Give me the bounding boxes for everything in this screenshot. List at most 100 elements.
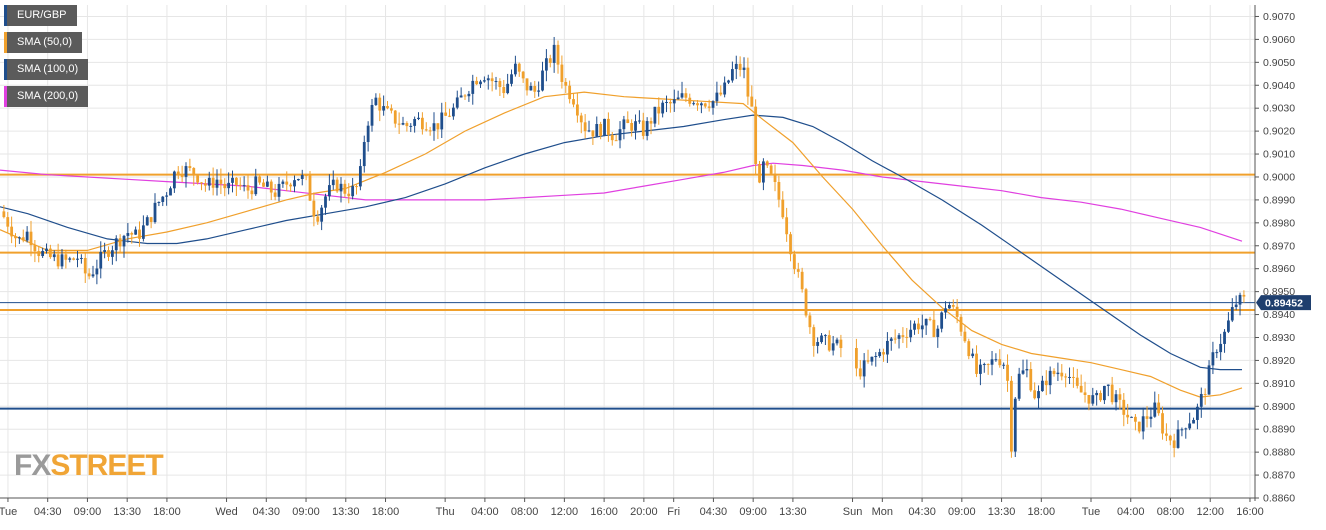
y-tick-label: 0.9040 bbox=[1263, 80, 1295, 92]
candle-body bbox=[482, 80, 486, 82]
candle-body bbox=[1168, 435, 1172, 441]
candle-body bbox=[1126, 414, 1130, 418]
candle-body bbox=[386, 106, 389, 109]
y-tick-label: 0.9000 bbox=[1263, 171, 1295, 183]
candle-body bbox=[661, 102, 665, 114]
candle-body bbox=[471, 80, 475, 94]
price-tag-background bbox=[1256, 295, 1311, 311]
candle-body bbox=[599, 124, 603, 136]
candle-body bbox=[866, 360, 870, 362]
candle-body bbox=[1041, 380, 1044, 392]
candle-body bbox=[909, 329, 913, 338]
candle-body bbox=[967, 341, 971, 357]
candle-body bbox=[707, 106, 711, 108]
candle-body bbox=[265, 181, 269, 187]
candle-body bbox=[765, 161, 769, 166]
candle-body bbox=[424, 129, 428, 131]
candle-body bbox=[824, 335, 827, 337]
candle-body bbox=[192, 168, 196, 176]
candle-body bbox=[203, 183, 207, 186]
candle-body bbox=[2, 211, 6, 218]
candle-body bbox=[1153, 402, 1157, 417]
x-tick-label: 18:00 bbox=[1028, 506, 1056, 518]
candle-body bbox=[796, 269, 800, 272]
candle-body bbox=[52, 254, 56, 258]
legend-label-sma50: SMA (50,0) bbox=[17, 36, 73, 48]
candle-body bbox=[572, 99, 575, 105]
candle-body bbox=[250, 190, 254, 195]
candle-body bbox=[1199, 393, 1203, 407]
candle-body bbox=[79, 257, 83, 259]
candle-body bbox=[1025, 369, 1029, 371]
candle-body bbox=[289, 184, 293, 187]
candle-body bbox=[1172, 440, 1176, 448]
candle-body bbox=[1033, 390, 1037, 399]
candle-body bbox=[886, 340, 889, 355]
candle-body bbox=[498, 81, 502, 88]
candle-body bbox=[920, 325, 924, 330]
candle-body bbox=[1180, 429, 1184, 431]
candle-body bbox=[242, 185, 246, 187]
candle-body bbox=[603, 118, 606, 136]
candle-body bbox=[932, 319, 936, 337]
y-tick-label: 0.8970 bbox=[1263, 240, 1295, 252]
candle-body bbox=[200, 182, 203, 184]
candle-body bbox=[401, 123, 405, 125]
candle-body bbox=[83, 257, 87, 274]
candle-body bbox=[107, 250, 110, 257]
x-tick-label: 04:30 bbox=[700, 506, 728, 518]
candle-body bbox=[781, 199, 785, 218]
candle-body bbox=[773, 173, 777, 182]
y-tick-label: 0.8960 bbox=[1263, 263, 1295, 275]
candle-body bbox=[25, 231, 29, 241]
candle-body bbox=[533, 85, 537, 92]
candle-body bbox=[1056, 372, 1060, 375]
candle-body bbox=[316, 216, 320, 222]
candle-body bbox=[1103, 385, 1106, 401]
candle-body bbox=[777, 181, 781, 200]
candle-body bbox=[103, 250, 107, 252]
x-tick-label: 13:30 bbox=[113, 506, 141, 518]
x-tick-label: 04:30 bbox=[253, 506, 281, 518]
candle-body bbox=[72, 258, 76, 260]
candle-body bbox=[122, 235, 126, 247]
candle-body bbox=[645, 121, 649, 136]
candle-body bbox=[769, 165, 773, 174]
candle-body bbox=[750, 96, 754, 107]
candle-body bbox=[521, 71, 525, 79]
candle-body bbox=[1234, 304, 1238, 308]
candle-body bbox=[335, 179, 339, 192]
fxstreet-watermark: FXSTREET bbox=[14, 449, 164, 483]
candle-body bbox=[76, 258, 79, 260]
candle-body bbox=[820, 335, 823, 343]
candle-body bbox=[118, 238, 122, 247]
candle-body bbox=[486, 78, 490, 81]
candle-body bbox=[1149, 416, 1153, 419]
x-tick-label: 09:00 bbox=[74, 506, 102, 518]
candle-body bbox=[234, 177, 238, 185]
x-tick-label: 18:00 bbox=[153, 506, 181, 518]
y-tick-label: 0.9020 bbox=[1263, 126, 1295, 138]
candle-body bbox=[370, 105, 374, 126]
candle-body bbox=[281, 181, 285, 184]
candle-body bbox=[1072, 376, 1075, 378]
candle-body bbox=[1079, 385, 1083, 393]
candle-body bbox=[366, 125, 370, 143]
y-tick-label: 0.8910 bbox=[1263, 378, 1295, 390]
candle-body bbox=[990, 359, 994, 365]
sma50-line bbox=[0, 91, 1243, 398]
candle-body bbox=[703, 103, 707, 107]
candle-body bbox=[223, 183, 227, 189]
y-axis-labels: 0.8860 0.8870 0.8880 0.8890 0.8900 0.8910 0.89… bbox=[1263, 11, 1295, 505]
candle-body bbox=[583, 122, 587, 132]
candle-body bbox=[835, 339, 839, 344]
candle-body bbox=[134, 229, 138, 235]
candle-body bbox=[1052, 370, 1056, 375]
candle-body bbox=[544, 58, 548, 71]
candle-body bbox=[1017, 373, 1021, 399]
candle-body bbox=[358, 166, 362, 187]
candle-body bbox=[1091, 395, 1095, 404]
candle-body bbox=[68, 258, 72, 260]
y-tick-label: 0.9010 bbox=[1263, 149, 1295, 161]
candle-body bbox=[262, 182, 265, 187]
